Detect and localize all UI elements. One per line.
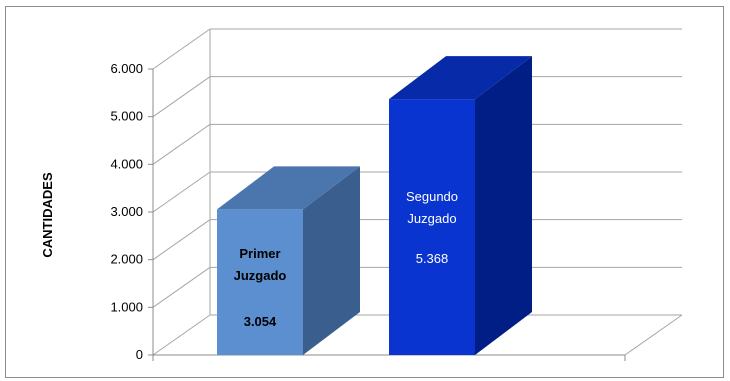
bar-value-label: 5.368 <box>416 251 449 266</box>
y-tick-label: 4.000 <box>110 156 143 171</box>
y-tick-label: 6.000 <box>110 61 143 76</box>
gridline-depth <box>152 123 211 165</box>
y-tick-label: 0 <box>136 347 143 362</box>
y-tick-label: 1.000 <box>110 299 143 314</box>
bar-side-face <box>303 166 360 355</box>
bar-category-label: Juzgado <box>234 268 287 283</box>
bars: Primer Juzgado 3.054 Segundo Juzgado 5.368 <box>217 56 532 355</box>
y-tick-label: 5.000 <box>110 109 143 124</box>
bar-1: Primer Juzgado 3.054 <box>217 166 360 355</box>
bar-side-face <box>475 56 532 355</box>
y-tick-labels: 0 1.000 2.000 3.000 4.000 5.000 6.000 <box>110 61 143 362</box>
bar-category-label: Primer <box>239 246 280 261</box>
y-axis-label: CANTIDADES <box>40 172 55 258</box>
gridline-depth <box>152 219 211 261</box>
gridline-depth <box>152 266 211 308</box>
chart-area <box>5 6 724 378</box>
bar-value-label: 3.054 <box>244 314 277 329</box>
bar-category-label: Juzgado <box>407 211 456 226</box>
y-tick-label: 3.000 <box>110 204 143 219</box>
floor-edge <box>624 314 683 356</box>
bar-top-face <box>389 56 532 100</box>
bar-front-face <box>389 99 475 355</box>
bar-front-face <box>217 209 303 355</box>
gridline-depth <box>152 28 211 70</box>
bar-2: Segundo Juzgado 5.368 <box>389 56 532 355</box>
bar-top-face <box>217 166 360 210</box>
bar-category-label: Segundo <box>406 189 458 204</box>
gridline-depth <box>152 171 211 213</box>
gridline-depth <box>152 76 211 118</box>
gridline-depth <box>152 314 211 356</box>
y-tick-label: 2.000 <box>110 252 143 267</box>
